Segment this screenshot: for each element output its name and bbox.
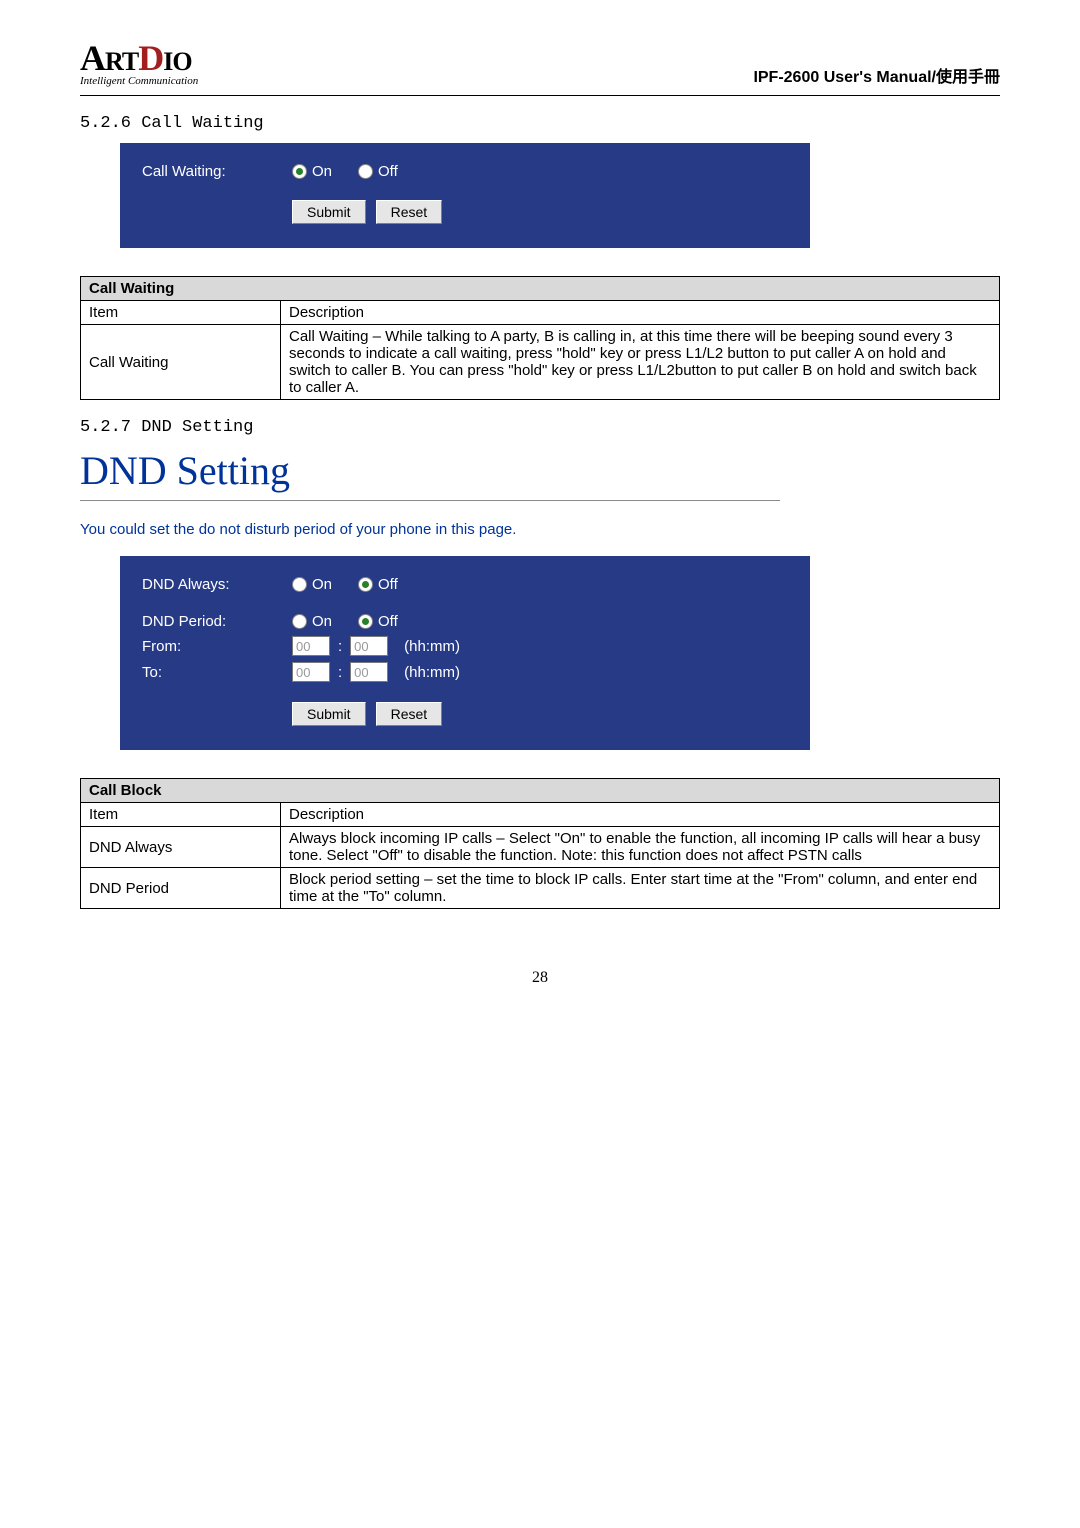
- table-row-desc: Always block incoming IP calls – Select …: [281, 827, 1000, 868]
- radio-icon: [292, 614, 307, 629]
- call-waiting-table: Call Waiting Item Description Call Waiti…: [80, 276, 1000, 400]
- table-row-desc: Block period setting – set the time to b…: [281, 868, 1000, 909]
- radio-off[interactable]: Off: [358, 163, 398, 180]
- to-hint: (hh:mm): [404, 664, 460, 681]
- reset-button[interactable]: Reset: [376, 702, 443, 726]
- button-row: Submit Reset: [292, 200, 788, 224]
- page-number: 28: [80, 969, 1000, 987]
- table-header-desc: Description: [281, 301, 1000, 325]
- dnd-period-row: DND Period: On Off: [142, 613, 788, 630]
- header-divider: [80, 95, 1000, 96]
- submit-button[interactable]: Submit: [292, 702, 366, 726]
- radio-on-label: On: [312, 613, 332, 630]
- table-row-desc: Call Waiting – While talking to A party,…: [281, 325, 1000, 400]
- table-header-item: Item: [81, 301, 281, 325]
- radio-on-label: On: [312, 576, 332, 593]
- dnd-to-controls: 00 : 00 (hh:mm): [292, 662, 460, 682]
- call-waiting-row: Call Waiting: On Off: [142, 163, 788, 180]
- to-hour-input[interactable]: 00: [292, 662, 330, 682]
- radio-off-icon: [358, 164, 373, 179]
- dnd-period-controls: On Off: [292, 613, 418, 630]
- logo-text: ARTDIO: [80, 40, 198, 76]
- logo-subtitle: Intelligent Communication: [80, 76, 198, 87]
- dnd-always-off[interactable]: Off: [358, 576, 398, 593]
- logo-rt: RT: [105, 47, 138, 76]
- radio-icon: [292, 577, 307, 592]
- submit-button[interactable]: Submit: [292, 200, 366, 224]
- radio-icon: [358, 577, 373, 592]
- dnd-to-row: To: 00 : 00 (hh:mm): [142, 662, 788, 682]
- radio-off-label: Off: [378, 613, 398, 630]
- logo-a: A: [80, 38, 105, 78]
- colon: :: [338, 638, 342, 655]
- section-heading-call-waiting: 5.2.6 Call Waiting: [80, 114, 1000, 133]
- colon: :: [338, 664, 342, 681]
- from-hour-input[interactable]: 00: [292, 636, 330, 656]
- from-hint: (hh:mm): [404, 638, 460, 655]
- section-heading-dnd: 5.2.7 DND Setting: [80, 418, 1000, 437]
- table-row-item: Call Waiting: [81, 325, 281, 400]
- dnd-from-row: From: 00 : 00 (hh:mm): [142, 636, 788, 656]
- logo-io: IO: [163, 47, 191, 76]
- table-header-desc: Description: [281, 803, 1000, 827]
- dnd-to-label: To:: [142, 664, 292, 681]
- dnd-button-row: Submit Reset: [292, 702, 788, 726]
- table-row-item: DND Always: [81, 827, 281, 868]
- radio-on-icon: [292, 164, 307, 179]
- radio-on[interactable]: On: [292, 163, 332, 180]
- dnd-always-row: DND Always: On Off: [142, 576, 788, 593]
- from-min-input[interactable]: 00: [350, 636, 388, 656]
- call-waiting-controls: On Off: [292, 163, 418, 180]
- dnd-always-controls: On Off: [292, 576, 418, 593]
- to-min-input[interactable]: 00: [350, 662, 388, 682]
- call-waiting-panel: Call Waiting: On Off Submit Reset: [120, 143, 810, 248]
- table-header-item: Item: [81, 803, 281, 827]
- page-header: ARTDIO Intelligent Communication IPF-260…: [80, 40, 1000, 87]
- logo: ARTDIO Intelligent Communication: [80, 40, 198, 87]
- dnd-panel: DND Always: On Off DND Period: On Off: [120, 556, 810, 750]
- dnd-from-label: From:: [142, 638, 292, 655]
- dnd-note: You could set the do not disturb period …: [80, 521, 1000, 538]
- call-waiting-label: Call Waiting:: [142, 163, 292, 180]
- logo-d: D: [138, 38, 163, 78]
- dnd-heading-divider: [80, 500, 780, 501]
- reset-button[interactable]: Reset: [376, 200, 443, 224]
- call-block-table: Call Block Item Description DND Always A…: [80, 778, 1000, 909]
- radio-off-label: Off: [378, 576, 398, 593]
- dnd-period-on[interactable]: On: [292, 613, 332, 630]
- table-title: Call Waiting: [81, 277, 1000, 301]
- dnd-period-label: DND Period:: [142, 613, 292, 630]
- table-title: Call Block: [81, 779, 1000, 803]
- table-row-item: DND Period: [81, 868, 281, 909]
- radio-off-label: Off: [378, 163, 398, 180]
- radio-icon: [358, 614, 373, 629]
- dnd-from-controls: 00 : 00 (hh:mm): [292, 636, 460, 656]
- dnd-always-on[interactable]: On: [292, 576, 332, 593]
- manual-title: IPF-2600 User's Manual/使用手冊: [753, 63, 1000, 87]
- dnd-big-heading: DND Setting: [80, 447, 1000, 494]
- dnd-period-off[interactable]: Off: [358, 613, 398, 630]
- dnd-always-label: DND Always:: [142, 576, 292, 593]
- radio-on-label: On: [312, 163, 332, 180]
